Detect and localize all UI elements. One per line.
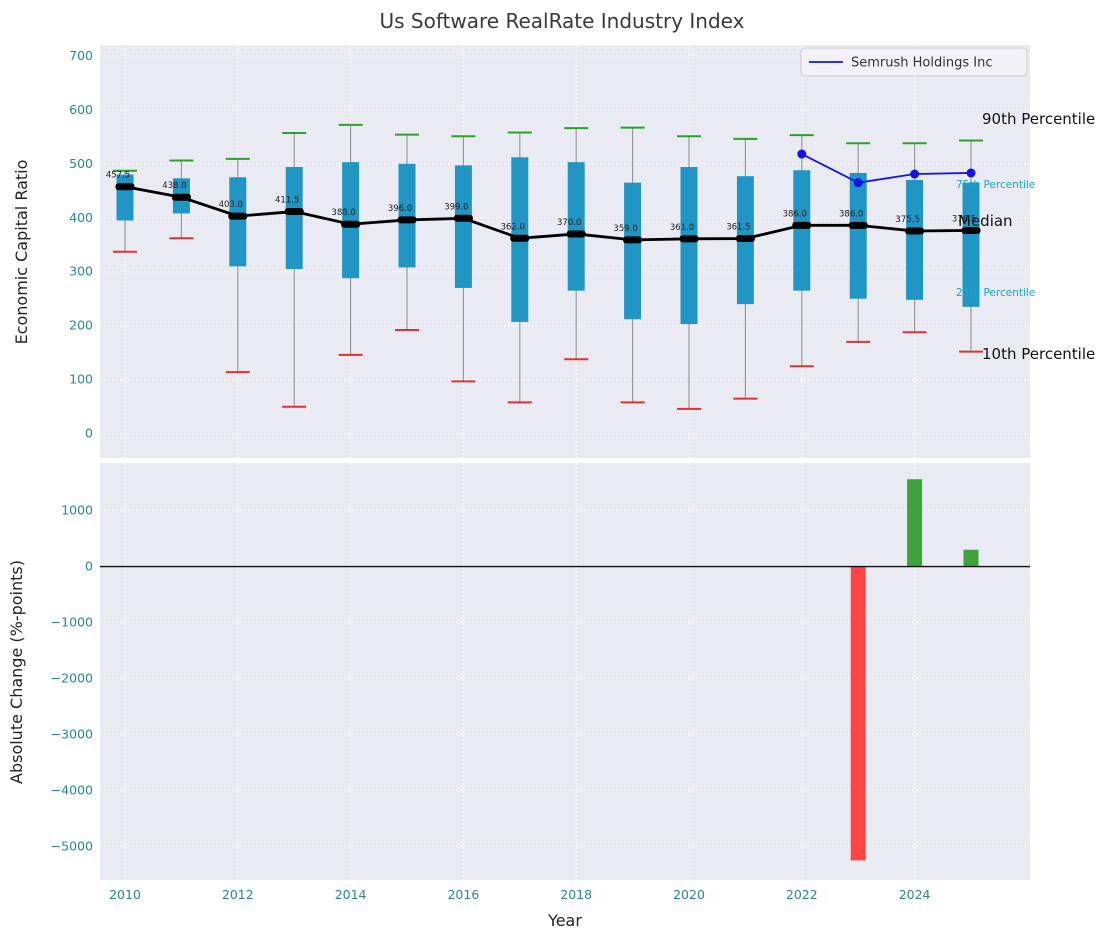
legend: Semrush Holdings Inc (800, 47, 1028, 77)
series-line (801, 153, 972, 184)
median-marker (341, 220, 361, 228)
bottom-y-axis-label: Absolute Change (%-points) (7, 560, 26, 784)
y-tick-label: −5000 (51, 838, 93, 853)
series-point (853, 178, 863, 188)
median-marker (848, 221, 868, 229)
y-tick-label: 0 (85, 559, 93, 574)
median-marker (735, 235, 755, 243)
median-value-label: 370.0 (557, 218, 581, 228)
median-marker (284, 208, 304, 216)
series-point (966, 168, 976, 178)
y-tick-label: 300 (69, 264, 93, 279)
box-iqr (849, 172, 867, 299)
median-value-label: 361.5 (726, 223, 750, 233)
y-tick-label: 500 (69, 156, 93, 171)
annotation-25th-percentile: 25th Percentile (956, 287, 1035, 299)
median-value-label: 457.5 (106, 171, 130, 181)
x-tick-label: 2014 (335, 887, 367, 902)
x-tick-label: 2024 (899, 887, 931, 902)
median-marker (792, 221, 812, 229)
y-tick-label: 400 (69, 210, 93, 225)
x-tick-label: 2016 (447, 887, 479, 902)
box-iqr (624, 182, 642, 320)
change-bar (907, 479, 923, 567)
y-tick-label: 1000 (61, 503, 93, 518)
median-value-label: 438.0 (162, 181, 186, 191)
x-tick-label: 2020 (673, 887, 705, 902)
annotation-median: Median (958, 212, 1013, 230)
median-marker (171, 193, 191, 201)
annotation-10th-percentile: 10th Percentile (982, 345, 1095, 363)
box-iqr (906, 179, 924, 300)
annotation-75th-percentile: 75th Percentile (956, 179, 1035, 191)
y-tick-label: −3000 (51, 726, 93, 741)
y-tick-label: 700 (69, 48, 93, 63)
bottom-panel-bg (100, 463, 1030, 880)
legend-label: Semrush Holdings Inc (851, 56, 992, 71)
x-tick-label: 2012 (222, 887, 254, 902)
box-iqr (793, 170, 811, 291)
box-iqr (229, 177, 247, 267)
median-marker (453, 214, 473, 222)
median-line (124, 185, 972, 242)
x-tick-label: 2010 (109, 887, 141, 902)
median-value-label: 362.0 (501, 222, 525, 232)
change-bar (963, 549, 979, 567)
median-value-label: 359.0 (613, 224, 637, 234)
annotation-90th-percentile: 90th Percentile (982, 110, 1095, 128)
y-tick-label: 600 (69, 102, 93, 117)
series-point (910, 169, 920, 179)
box-iqr (962, 182, 980, 307)
median-value-label: 399.0 (444, 202, 468, 212)
median-value-label: 403.0 (219, 200, 243, 210)
y-tick-label: 200 (69, 318, 93, 333)
median-marker (623, 236, 643, 244)
median-value-label: 361.0 (670, 223, 694, 233)
y-tick-label: 100 (69, 372, 93, 387)
box-iqr (398, 163, 416, 268)
median-marker (228, 212, 248, 220)
y-tick-label: 0 (85, 426, 93, 441)
box-iqr (116, 174, 134, 221)
y-tick-label: −2000 (51, 670, 93, 685)
median-marker (115, 183, 135, 191)
median-value-label: 375.5 (895, 215, 919, 225)
median-marker (905, 227, 925, 235)
median-value-label: 396.0 (388, 204, 412, 214)
box-iqr (342, 162, 360, 279)
median-value-label: 386.0 (783, 209, 807, 219)
median-marker (961, 226, 981, 234)
y-tick-label: −4000 (51, 782, 93, 797)
x-tick-label: 2018 (560, 887, 592, 902)
median-marker (679, 235, 699, 243)
x-tick-label: 2022 (786, 887, 818, 902)
y-tick-label: −1000 (51, 615, 93, 630)
median-value-label: 386.0 (839, 209, 863, 219)
change-bar (850, 566, 866, 861)
median-marker (566, 230, 586, 238)
box-iqr (567, 162, 585, 291)
median-value-label: 411.5 (275, 196, 299, 206)
box-iqr (680, 167, 698, 325)
median-value-label: 376.5 (952, 214, 976, 224)
top-y-axis-label: Economic Capital Ratio (12, 160, 31, 345)
series-point (797, 149, 807, 159)
x-axis-label: Year (547, 911, 582, 930)
box-iqr (454, 165, 472, 288)
chart-title: Us Software RealRate Industry Index (380, 9, 745, 33)
median-marker (397, 216, 417, 224)
median-value-label: 388.0 (331, 208, 355, 218)
top-panel-bg (100, 45, 1030, 458)
median-marker (510, 234, 530, 242)
box-iqr (285, 167, 303, 270)
legend-box (800, 47, 1028, 77)
chart-render-root: 0 100 200 300 400 500 600 700 1000 0 −1000 −2000 −30… (51, 45, 1030, 902)
